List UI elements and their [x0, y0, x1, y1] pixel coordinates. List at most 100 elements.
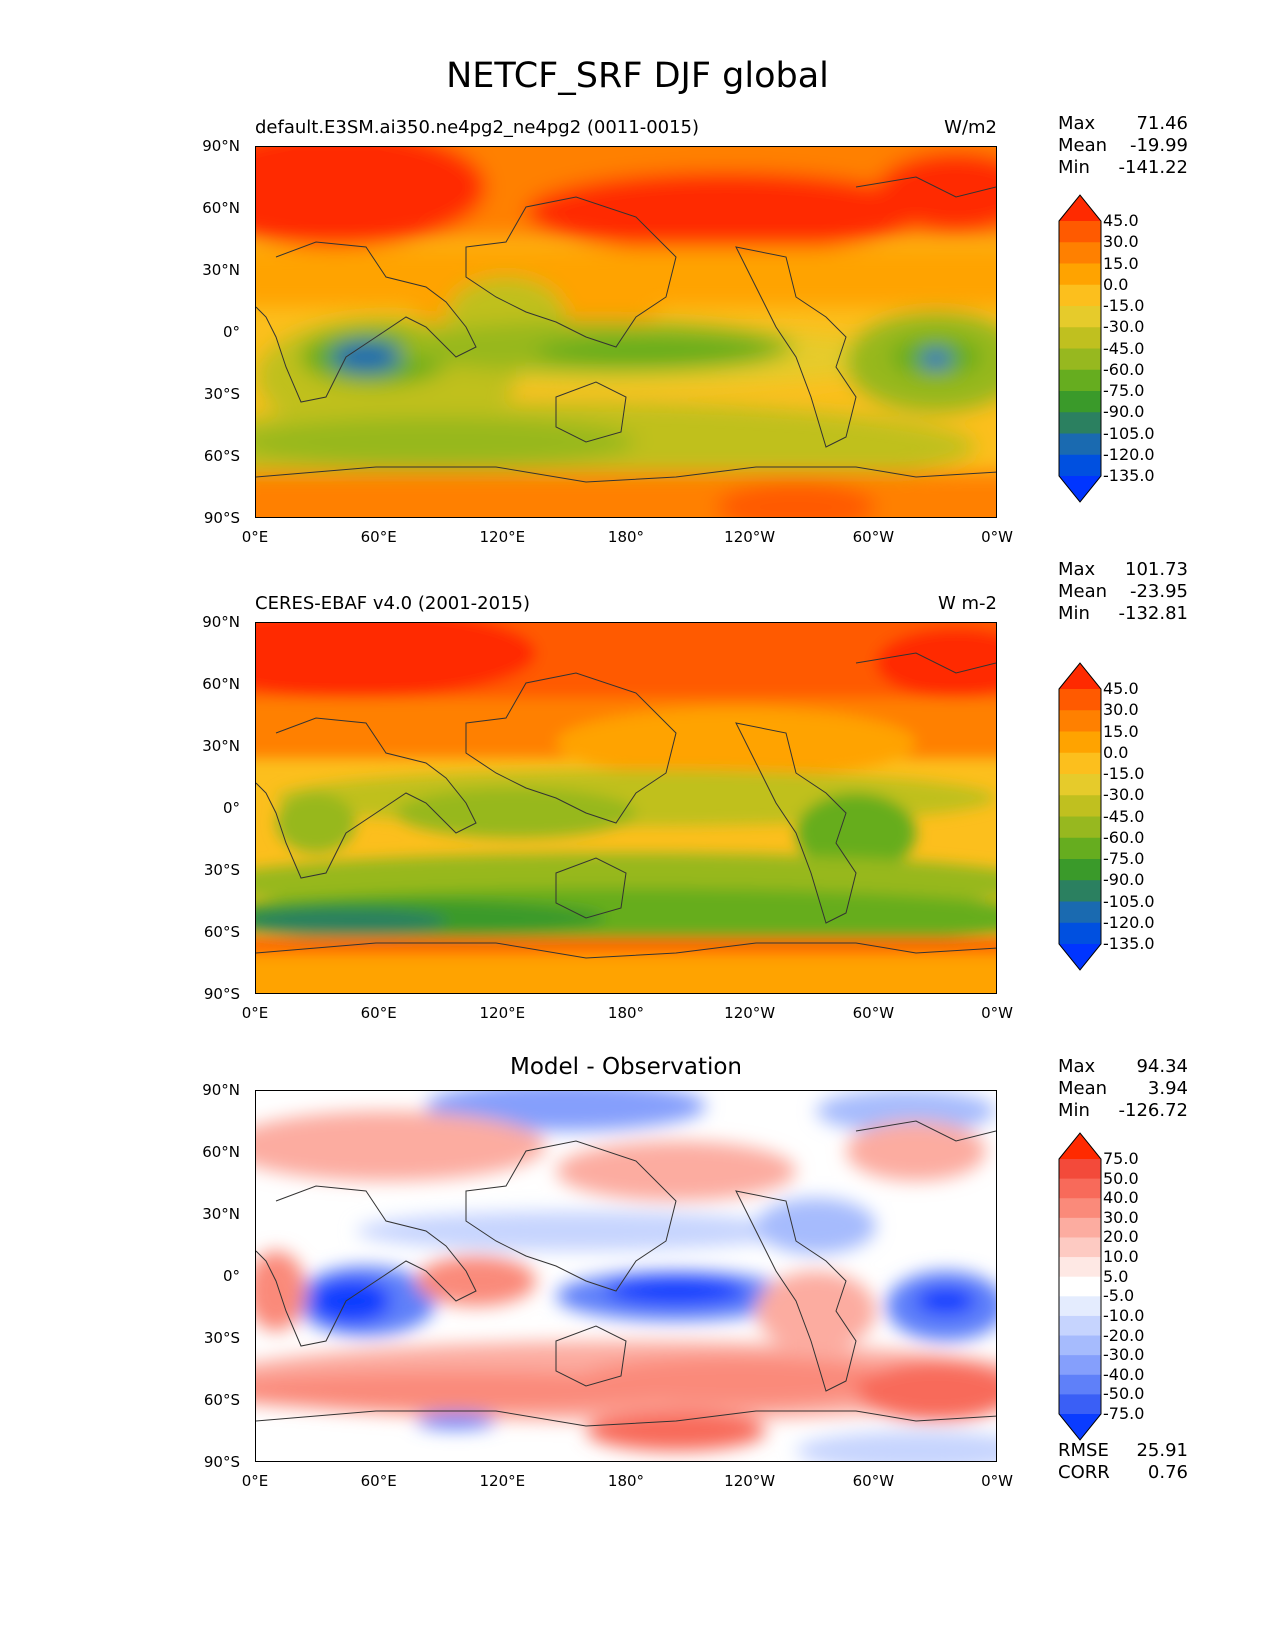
colorbar-tick-label: 30.0	[1103, 1207, 1139, 1227]
colorbar-segment	[1059, 901, 1101, 924]
lon-tick-label: 120°W	[724, 1004, 776, 1022]
colorbar-segment	[1059, 710, 1101, 732]
colorbar-segment	[1059, 327, 1101, 349]
colorbar-top-extension	[1059, 195, 1101, 221]
corr-value: 0.76	[1147, 1462, 1188, 1483]
lon-tick-label: 180°	[607, 1004, 645, 1022]
colorbar-outline	[1058, 1132, 1102, 1441]
colorbar-segment	[1059, 391, 1101, 413]
lat-tick-label: 0°	[222, 799, 240, 817]
colorbar-tick-label: 30.0	[1103, 700, 1139, 720]
colorbar-tick-label: -20.0	[1103, 1325, 1145, 1345]
panel-1-field	[256, 147, 996, 517]
colorbar-segment	[1059, 689, 1101, 711]
colorbar-tick-label: 20.0	[1103, 1227, 1139, 1247]
colorbar-tick-label: -10.0	[1103, 1305, 1145, 1325]
colorbar-tick-label: 0.0	[1103, 274, 1129, 294]
colorbar-tick-label: -75.0	[1103, 849, 1145, 868]
colorbar-segment	[1059, 1178, 1101, 1199]
lon-tick-label: 0°W	[981, 1004, 1013, 1022]
colorbar-tick-label: -40.0	[1103, 1364, 1145, 1384]
stat-label: Max	[1058, 113, 1096, 134]
colorbar-segment	[1059, 1237, 1101, 1258]
colorbar-tick-label: -30.0	[1103, 785, 1145, 805]
panel-3-field	[256, 1091, 996, 1461]
rmse-value: 25.91	[1136, 1440, 1188, 1461]
stat-label: Min	[1058, 157, 1090, 178]
colorbar-tick-label: -135.0	[1103, 466, 1155, 485]
lat-tick-label: 90°N	[202, 1081, 240, 1099]
panel-3-stats: Max 94.34 Mean 3.94 Min -126.72	[1058, 1056, 1188, 1122]
colorbar-tick-label: -90.0	[1103, 870, 1145, 890]
colorbar-segment	[1059, 816, 1101, 839]
colorbar-tick-label: -50.0	[1103, 1384, 1145, 1404]
stat-min: -132.81	[1118, 603, 1188, 624]
panel-2-coastlines	[256, 652, 996, 959]
stat-label: Min	[1058, 603, 1090, 624]
stat-mean: -23.95	[1129, 581, 1188, 602]
colorbar-segment	[1059, 348, 1101, 371]
colorbar-segment	[1059, 1394, 1101, 1415]
lat-tick-label: 60°N	[202, 199, 240, 217]
colorbar-bottom-extension	[1059, 944, 1101, 970]
panel-3-map	[255, 1090, 997, 1462]
colorbar-segment	[1059, 880, 1101, 902]
colorbar-outline	[1058, 194, 1102, 503]
lat-tick-label: 60°S	[203, 923, 240, 941]
lon-tick-label: 60°W	[852, 528, 895, 546]
panel-3-coastlines	[256, 1120, 996, 1427]
panel-3-title: Model - Observation	[509, 1054, 743, 1080]
lon-tick-label: 0°E	[241, 1472, 269, 1490]
colorbar-tick-label: -90.0	[1103, 402, 1145, 422]
lat-tick-label: 90°S	[203, 509, 240, 527]
colorbar-tick-label: -15.0	[1103, 764, 1145, 783]
colorbar-segment	[1059, 369, 1101, 392]
lon-tick-label: 0°E	[241, 1004, 269, 1022]
panel-1-map	[255, 146, 997, 518]
panel-3-colorbar	[1058, 1132, 1102, 1445]
colorbar-segment	[1059, 412, 1101, 434]
panel-2-field	[256, 623, 996, 993]
colorbar-tick-label: 10.0	[1103, 1247, 1139, 1267]
stat-max: 94.34	[1136, 1056, 1188, 1077]
colorbar-tick-label: 15.0	[1103, 721, 1139, 741]
colorbar-tick-label: -45.0	[1103, 806, 1145, 826]
colorbar-outline	[1058, 662, 1102, 971]
colorbar-segment	[1059, 795, 1101, 817]
lat-tick-label: 90°N	[202, 613, 240, 631]
colorbar-tick-label: -5.0	[1103, 1286, 1135, 1306]
stat-max: 101.73	[1125, 559, 1188, 580]
colorbar-tick-label: -135.0	[1103, 934, 1155, 953]
panel-1-title: default.E3SM.ai350.ne4pg2_ne4pg2 (0011-0…	[255, 117, 700, 138]
lon-tick-label: 120°W	[724, 528, 776, 546]
colorbar-tick-label: -105.0	[1103, 423, 1155, 443]
lon-tick-label: 60°E	[360, 528, 397, 546]
colorbar-segment	[1059, 752, 1101, 775]
corr-label: CORR	[1058, 1462, 1110, 1483]
lon-tick-label: 60°E	[360, 1472, 397, 1490]
colorbar-segment	[1059, 922, 1101, 945]
colorbar-top-extension	[1059, 663, 1101, 689]
stat-mean: 3.94	[1147, 1078, 1188, 1099]
colorbar-tick-label: -120.0	[1103, 912, 1155, 932]
lon-tick-label: 120°W	[724, 1472, 776, 1490]
colorbar-tick-label: 0.0	[1103, 742, 1129, 762]
lon-tick-label: 180°	[607, 528, 645, 546]
colorbar-tick-label: 45.0	[1103, 679, 1139, 698]
colorbar-tick-label: -60.0	[1103, 359, 1145, 379]
colorbar-segment	[1059, 731, 1101, 754]
colorbar-segment	[1059, 242, 1101, 264]
colorbar-tick-label: -30.0	[1103, 1345, 1145, 1365]
colorbar-segment	[1059, 1159, 1101, 1180]
figure-title: NETCF_SRF DJF global	[446, 56, 829, 96]
rmse-label: RMSE	[1058, 1440, 1109, 1461]
colorbar-tick-label: 50.0	[1103, 1168, 1139, 1188]
stat-mean: -19.99	[1129, 135, 1188, 156]
lon-tick-label: 0°E	[241, 528, 269, 546]
lon-tick-label: 60°W	[852, 1004, 895, 1022]
stat-min: -126.72	[1118, 1100, 1188, 1121]
lon-tick-label: 180°	[607, 1472, 645, 1490]
colorbar-segment	[1059, 1276, 1101, 1297]
lat-tick-label: 30°N	[202, 1205, 240, 1223]
stat-label: Max	[1058, 1056, 1096, 1077]
